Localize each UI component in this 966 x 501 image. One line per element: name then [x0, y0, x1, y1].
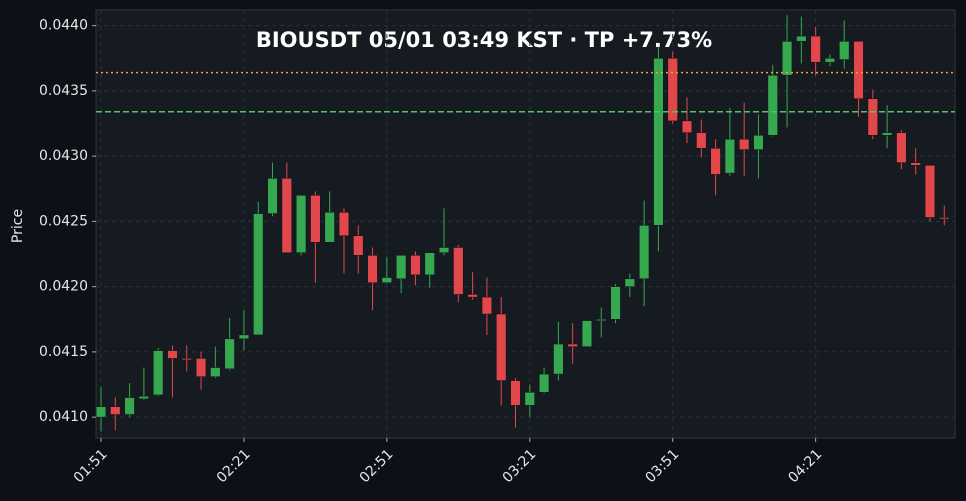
candle-body [767, 74, 778, 136]
candle-body [310, 195, 321, 243]
plot-area [95, 9, 956, 439]
candle-body [896, 132, 907, 163]
candle-body [724, 138, 735, 174]
candle-body [124, 397, 135, 415]
candle-body [210, 367, 221, 377]
candle-body [753, 135, 764, 150]
candle-body [367, 255, 378, 283]
candle-body [253, 213, 264, 336]
y-axis-label: Price [10, 209, 26, 243]
candle-body [510, 380, 521, 406]
y-tick-label: 0.0410 [39, 409, 88, 425]
candle-body [281, 178, 292, 253]
candle-body [224, 338, 235, 370]
candle-body [681, 120, 693, 133]
y-tick-label: 0.0425 [39, 213, 88, 229]
candle-body [524, 392, 535, 406]
candle-body [424, 252, 435, 276]
candle-body [624, 278, 635, 287]
candle-body [810, 35, 821, 63]
candle-body [781, 41, 793, 76]
candle-body [553, 343, 564, 375]
candle-body [667, 58, 678, 122]
y-tick-label: 0.0415 [39, 344, 88, 360]
candle-body [567, 343, 578, 347]
candle-body [496, 313, 507, 381]
candle-body [195, 358, 207, 377]
candle-body [867, 98, 878, 136]
candle-body [796, 35, 807, 42]
candle-body [481, 296, 493, 315]
candle-body [610, 286, 621, 320]
candle-body [653, 58, 664, 226]
candle-body [639, 225, 650, 280]
candle-body [295, 195, 307, 253]
candle-body [839, 41, 850, 60]
candle-body [95, 406, 107, 418]
candle-body [324, 212, 335, 243]
candle-body [267, 178, 278, 214]
y-tick-label: 0.0420 [39, 279, 88, 295]
y-tick-label: 0.0440 [39, 18, 88, 34]
candle-body [438, 247, 450, 253]
candle-body [739, 138, 750, 150]
candle-body [538, 373, 550, 393]
candle-body [581, 320, 593, 347]
candle-body [924, 165, 936, 218]
y-tick-label: 0.0435 [39, 83, 88, 99]
candle-body [596, 319, 607, 322]
candle-body [338, 212, 350, 236]
candle-body [181, 358, 192, 361]
candle-body [238, 334, 250, 340]
candle-body [910, 162, 921, 166]
candle-body [110, 406, 121, 415]
chart-title: BIOUSDT 05/01 03:49 KST · TP +7.73% [256, 28, 712, 52]
candle-body [167, 350, 178, 359]
candle-body [939, 217, 950, 220]
candle-body [696, 132, 707, 149]
candle-body [467, 294, 478, 298]
candle-body [882, 132, 893, 136]
candle-body [853, 41, 864, 99]
candle-body [410, 255, 421, 276]
y-tick-label: 0.0430 [39, 148, 88, 164]
candle-body [824, 58, 836, 63]
candle-body [381, 277, 392, 283]
candle-body [710, 148, 721, 175]
candle-body [396, 255, 407, 280]
candle-body [453, 247, 464, 295]
candle-body [138, 395, 149, 400]
candle-body [153, 350, 164, 396]
candle-body [353, 235, 364, 256]
